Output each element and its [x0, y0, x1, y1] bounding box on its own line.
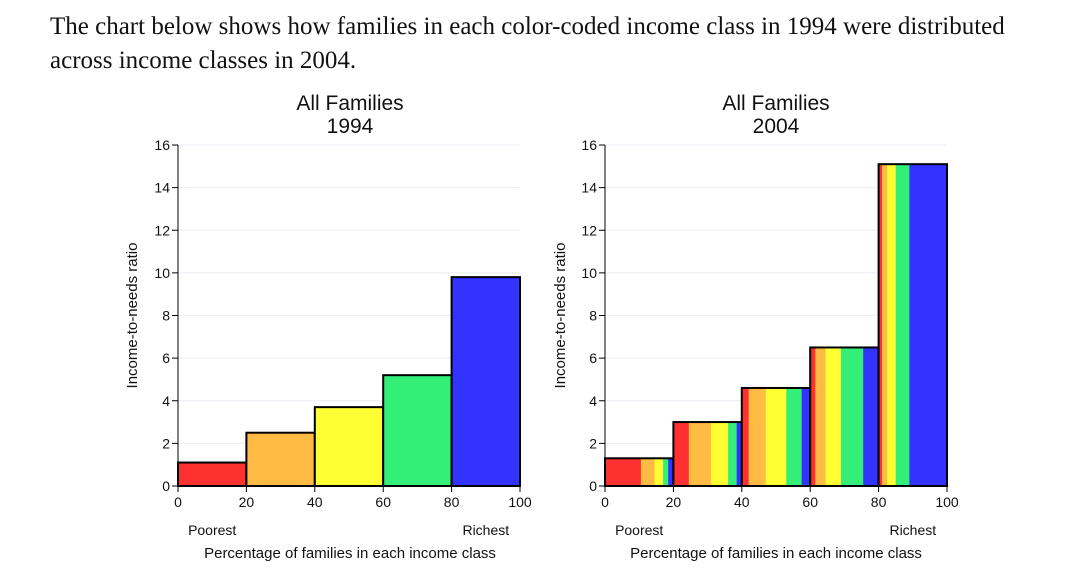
bar-segment	[605, 458, 642, 486]
bar-segment	[825, 347, 842, 486]
bar-1	[245, 431, 316, 487]
bar-segment	[878, 164, 883, 486]
x-tick-label: 20	[239, 494, 255, 510]
bar-segment	[451, 277, 521, 486]
bar-segment	[741, 387, 750, 486]
bar-segment	[863, 347, 879, 486]
chart-title: All Families	[722, 92, 829, 115]
y-tick-label: 4	[589, 393, 597, 409]
bar-0	[604, 457, 675, 488]
bar-segment	[815, 347, 826, 486]
x-tick-label: 80	[871, 494, 887, 510]
bar-segment	[765, 387, 787, 486]
y-tick-label: 12	[581, 222, 597, 238]
intro-text: The chart below shows how families in ea…	[50, 13, 1005, 74]
x-axis-label: Percentage of families in each income cl…	[204, 545, 496, 562]
y-tick-label: 14	[581, 180, 597, 196]
bar-segment	[895, 164, 910, 486]
chart-subtitle: 1994	[327, 115, 374, 138]
bar-3	[809, 346, 880, 487]
x-tick-label: 80	[444, 494, 460, 510]
y-tick-label: 6	[589, 350, 597, 366]
y-tick-label: 2	[162, 435, 170, 451]
y-tick-label: 14	[154, 180, 170, 196]
bar-segment	[246, 432, 316, 486]
y-axis-label: Income-to-needs ratio	[124, 243, 141, 389]
bar-4	[450, 276, 522, 488]
bar-segment	[882, 164, 888, 486]
bar-segment	[711, 422, 729, 486]
bar-segment	[314, 407, 384, 486]
y-tick-label: 8	[162, 308, 170, 324]
poorest-label: Poorest	[615, 522, 663, 538]
bar-segment	[668, 458, 674, 486]
x-tick-label: 100	[935, 494, 959, 510]
bar-3	[382, 374, 453, 487]
bar-segment	[887, 164, 897, 486]
bar-0	[177, 461, 248, 487]
y-tick-label: 0	[162, 478, 170, 494]
bar-segment	[748, 387, 767, 486]
x-tick-label: 0	[174, 494, 182, 510]
poorest-label: Poorest	[188, 522, 236, 538]
bar-segment	[640, 458, 655, 486]
bar-segment	[801, 387, 811, 486]
x-axis-label: Percentage of families in each income cl…	[630, 545, 922, 562]
y-tick-label: 16	[154, 137, 170, 153]
richest-label: Richest	[462, 522, 509, 538]
x-tick-label: 20	[666, 494, 682, 510]
bar-segment	[786, 387, 803, 486]
y-tick-label: 0	[589, 478, 597, 494]
y-tick-label: 6	[162, 350, 170, 366]
bar-segment	[383, 375, 452, 486]
y-tick-label: 16	[581, 137, 597, 153]
y-tick-label: 4	[162, 393, 170, 409]
bar-segment	[840, 347, 864, 486]
bar-4	[877, 163, 948, 487]
x-tick-label: 100	[508, 494, 532, 510]
bar-segment	[663, 458, 669, 486]
y-tick-label: 2	[589, 435, 597, 451]
bar-1	[672, 421, 743, 487]
bar-2	[313, 406, 385, 487]
x-tick-label: 60	[802, 494, 818, 510]
x-tick-label: 0	[601, 494, 609, 510]
x-tick-label: 60	[375, 494, 391, 510]
bar-segment	[810, 347, 816, 486]
chart-title: All Families	[296, 92, 403, 115]
y-axis-label: Income-to-needs ratio	[552, 243, 569, 389]
x-tick-label: 40	[734, 494, 750, 510]
bar-segment	[654, 458, 664, 486]
chart-subtitle: 2004	[753, 115, 800, 138]
bar-segment	[728, 422, 738, 486]
bar-2	[740, 386, 812, 487]
x-tick-label: 40	[307, 494, 323, 510]
bar-segment	[673, 422, 690, 486]
bar-segment	[909, 164, 948, 486]
bar-segment	[688, 422, 712, 486]
bar-segment	[736, 422, 743, 486]
richest-label: Richest	[889, 522, 936, 538]
y-tick-label: 12	[154, 222, 170, 238]
y-tick-label: 8	[589, 308, 597, 324]
y-tick-label: 10	[581, 265, 597, 281]
bar-segment	[178, 462, 247, 486]
y-tick-label: 10	[154, 265, 170, 281]
